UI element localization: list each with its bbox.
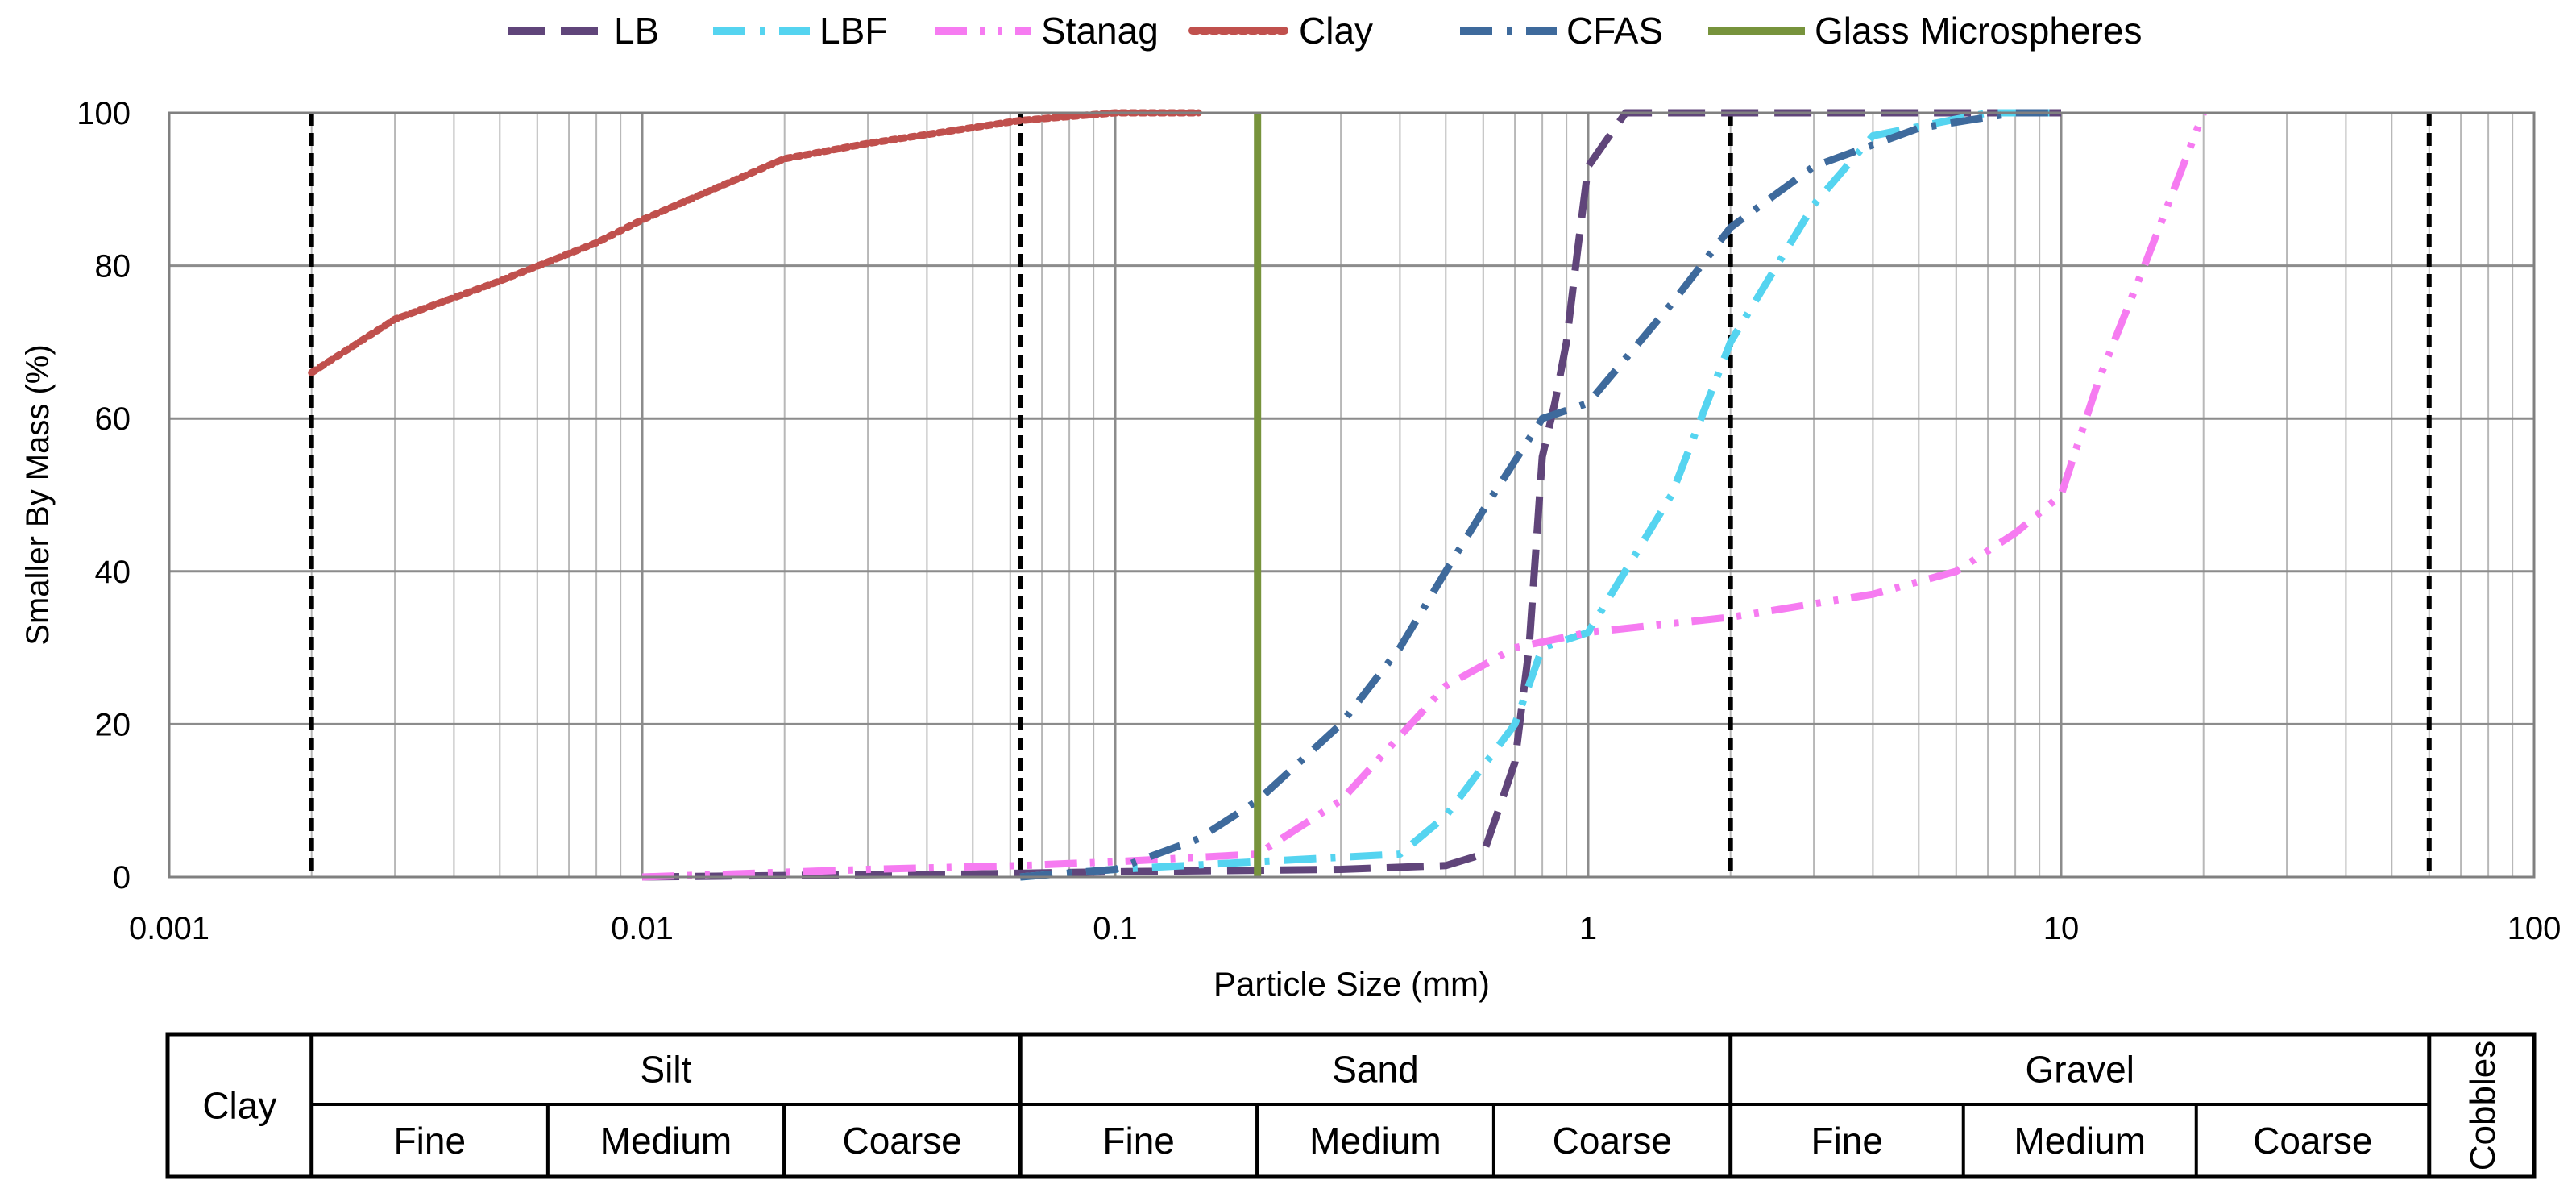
legend-label: CFAS [1566, 10, 1663, 52]
legend: LB LBF Stanag Clay CFAS Glass Microspheres [508, 10, 2142, 52]
plot-frame [168, 111, 2536, 879]
table-gravel-sub: Medium [2014, 1120, 2146, 1162]
table-cobbles: Cobbles [2463, 1041, 2503, 1170]
legend-label: LBF [819, 10, 887, 52]
legend-label: Stanag [1041, 10, 1159, 52]
classification-table: Clay Silt Fine Medium Coarse Sand Fine Medium Co… [165, 1032, 2537, 1179]
table-silt-sub: Fine [394, 1120, 466, 1162]
series-line-stanag [641, 111, 2207, 881]
size-boundaries [309, 113, 2432, 877]
table-gravel-sub: Coarse [2253, 1120, 2372, 1162]
y-tick-label: 60 [95, 401, 131, 437]
tick-labels: 0.001 0.01 0.1 1 10 100 0 20 40 60 80 100 [77, 96, 2561, 946]
x-tick-label: 1 [1579, 911, 1597, 946]
legend-label: LB [614, 10, 659, 52]
y-tick-label: 0 [113, 860, 131, 896]
table-sand: Sand [1332, 1049, 1418, 1091]
legend-label: Clay [1299, 10, 1373, 52]
table-silt-sub: Coarse [842, 1120, 961, 1162]
series-line-lb [641, 109, 2061, 881]
plot-area [168, 109, 2536, 881]
y-tick-label: 80 [95, 249, 131, 285]
x-tick-label: 0.001 [129, 911, 209, 946]
y-tick-label: 20 [95, 707, 131, 742]
series-line-cfas [1019, 109, 2061, 881]
series-line-clay [308, 109, 1202, 376]
series-group [308, 109, 2207, 881]
x-tick-label: 100 [2508, 911, 2561, 946]
table-silt-sub: Medium [600, 1120, 732, 1162]
grid [168, 113, 2534, 877]
legend-label: Glass Microspheres [1815, 10, 2142, 52]
y-tick-label: 100 [77, 96, 131, 131]
x-axis-label: Particle Size (mm) [1213, 965, 1490, 1003]
table-sand-sub: Coarse [1553, 1120, 1672, 1162]
y-tick-label: 40 [95, 555, 131, 590]
table-silt: Silt [641, 1049, 692, 1091]
table-border [165, 1032, 2537, 1179]
table-gravel-sub: Fine [1811, 1120, 1882, 1162]
table-clay: Clay [202, 1085, 276, 1127]
x-tick-label: 0.01 [611, 911, 674, 946]
x-tick-label: 0.1 [1093, 911, 1138, 946]
table-sand-sub: Fine [1102, 1120, 1174, 1162]
table-sand-sub: Medium [1309, 1120, 1441, 1162]
table-gravel: Gravel [2025, 1049, 2134, 1091]
x-tick-label: 10 [2043, 911, 2080, 946]
y-axis-label: Smaller By Mass (%) [20, 344, 56, 645]
series-line-lbf [1019, 109, 2061, 881]
